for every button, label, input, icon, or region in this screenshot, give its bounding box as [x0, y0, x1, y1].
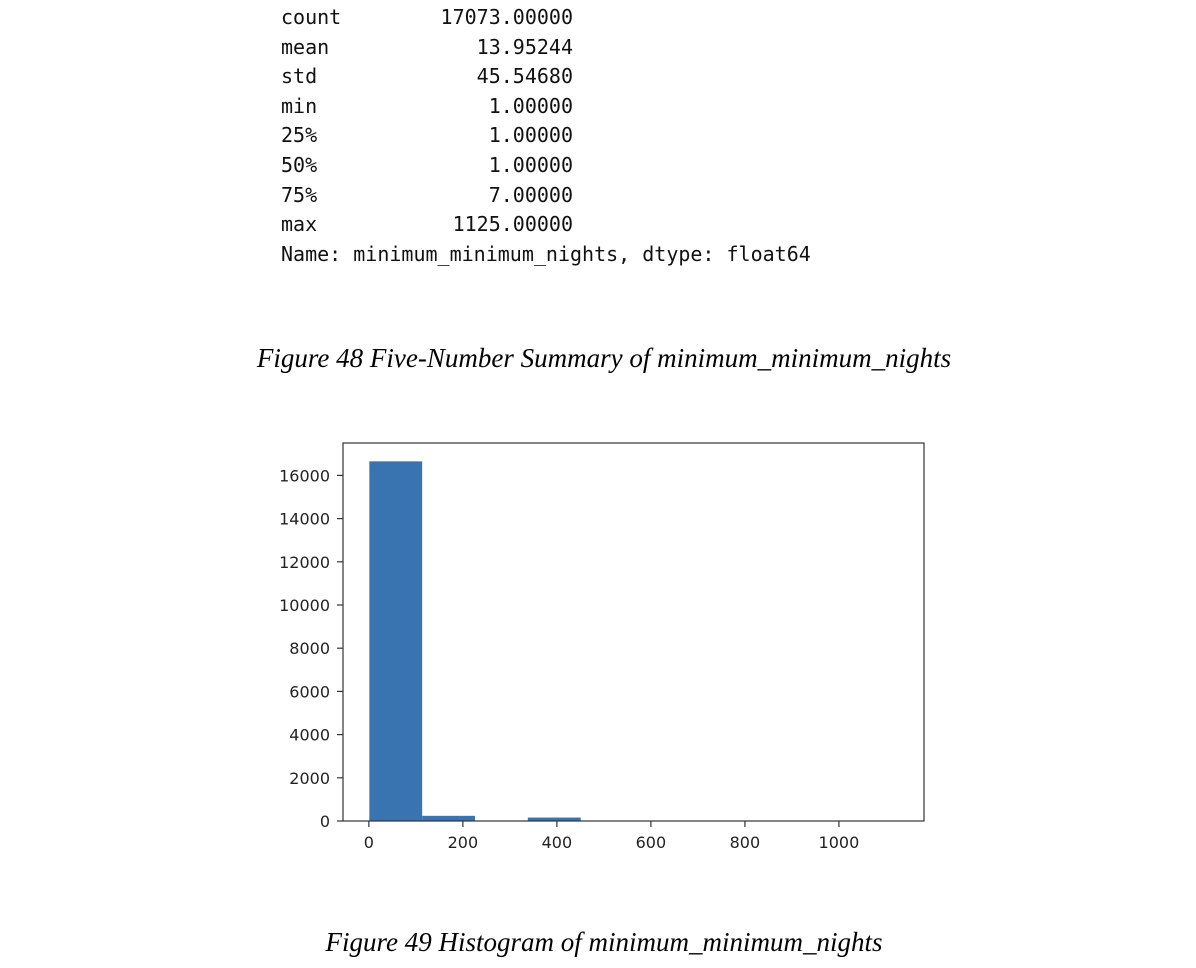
figure-49-caption: Figure 49 Histogram of minimum_minimum_n… — [325, 927, 883, 957]
summary-key: max — [281, 212, 318, 237]
y-tick-label: 6000 — [289, 682, 330, 701]
summary-key: 25% — [281, 123, 318, 148]
x-tick-label: 200 — [448, 833, 479, 852]
summary-row-min: min 1.00000 — [281, 92, 811, 122]
summary-value: 7.00000 — [488, 182, 573, 207]
summary-key: mean — [281, 34, 330, 59]
y-tick-label: 4000 — [289, 726, 330, 745]
x-tick-label: 0 — [364, 833, 374, 852]
summary-value: 13.95244 — [476, 34, 573, 59]
summary-key: 75% — [281, 182, 318, 207]
histogram-bar-3 — [527, 817, 581, 821]
y-tick-label: 0 — [320, 812, 330, 831]
y-tick-label: 8000 — [289, 639, 330, 658]
summary-row-50: 50% 1.00000 — [281, 151, 811, 181]
y-tick-label: 16000 — [279, 466, 330, 485]
summary-key: count — [281, 5, 342, 29]
summary-value: 45.54680 — [476, 64, 573, 89]
summary-value: 1.00000 — [488, 152, 573, 177]
summary-value: 1.00000 — [488, 123, 573, 148]
summary-row-count: count 17073.00000 — [281, 3, 811, 33]
plot-frame — [342, 442, 925, 822]
histogram-bars — [369, 461, 898, 821]
summary-row-std: std 45.54680 — [281, 62, 811, 92]
histogram-bar-1 — [422, 815, 475, 821]
y-tick-label: 2000 — [289, 769, 330, 788]
five-number-summary: count 17073.00000 mean 13.95244 std 45.5… — [281, 3, 811, 269]
y-tick-label: 10000 — [279, 596, 330, 615]
summary-key: min — [281, 93, 318, 118]
histogram-axes: 0 200 400 600 800 100002000400060008000100001… — [279, 442, 925, 852]
x-tick-label: 400 — [542, 833, 573, 852]
summary-row-max: max 1125.00000 — [281, 210, 811, 240]
summary-value: 1125.00000 — [452, 212, 573, 237]
x-tick-label: 800 — [730, 833, 761, 852]
figure-48-caption: Figure 48 Five-Number Summary of minimum… — [256, 343, 952, 373]
y-tick-label: 12000 — [279, 553, 330, 572]
summary-name-line: Name: minimum_minimum_nights, dtype: flo… — [281, 240, 811, 270]
summary-key: std — [281, 64, 318, 89]
x-tick-label: 1000 — [819, 833, 860, 852]
histogram-bar-0 — [369, 461, 423, 821]
summary-row-mean: mean 13.95244 — [281, 33, 811, 63]
summary-value: 17073.00000 — [440, 5, 573, 29]
summary-key: 50% — [281, 152, 318, 177]
summary-name-text: Name: minimum_minimum_nights, dtype: flo… — [281, 241, 811, 266]
x-tick-label: 600 — [636, 833, 667, 852]
summary-row-75: 75% 7.00000 — [281, 181, 811, 211]
y-tick-label: 14000 — [279, 510, 330, 529]
summary-row-25: 25% 1.00000 — [281, 121, 811, 151]
summary-value: 1.00000 — [488, 93, 573, 118]
